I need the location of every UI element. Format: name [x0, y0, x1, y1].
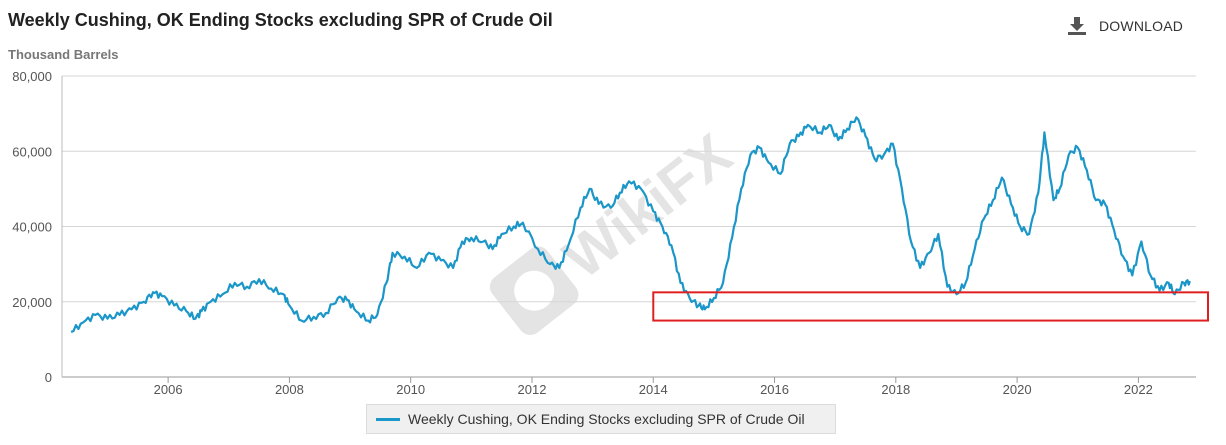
x-tick-label: 2014 — [639, 382, 668, 397]
x-tick-label: 2020 — [1003, 382, 1032, 397]
y-tick-label: 80,000 — [12, 69, 52, 84]
x-tick-label: 2012 — [518, 382, 547, 397]
x-tick-label: 2006 — [154, 382, 183, 397]
x-tick-label: 2016 — [760, 382, 789, 397]
x-tick-label: 2022 — [1124, 382, 1153, 397]
legend[interactable]: Weekly Cushing, OK Ending Stocks excludi… — [366, 404, 836, 434]
chart-subtitle: Thousand Barrels — [8, 47, 119, 62]
highlight-box — [652, 291, 1209, 322]
x-tick-label: 2008 — [275, 382, 304, 397]
y-tick-label: 20,000 — [12, 295, 52, 310]
series-line — [70, 116, 1191, 333]
download-button[interactable]: DOWNLOAD — [1067, 16, 1183, 36]
download-label: DOWNLOAD — [1099, 18, 1184, 34]
legend-series-label: Weekly Cushing, OK Ending Stocks excludi… — [408, 411, 805, 427]
chart-title: Weekly Cushing, OK Ending Stocks excludi… — [8, 10, 553, 30]
x-tick-label: 2010 — [396, 382, 425, 397]
y-tick-label: 0 — [45, 370, 52, 385]
y-tick-label: 40,000 — [12, 220, 52, 235]
line-chart: 0 20,000 40,000 60,000 80,000 2006 2008 2010 20… — [12, 69, 1209, 397]
download-icon — [1068, 17, 1086, 35]
y-tick-label: 60,000 — [12, 144, 52, 159]
x-tick-label: 2018 — [881, 382, 910, 397]
legend-swatch — [376, 417, 400, 421]
